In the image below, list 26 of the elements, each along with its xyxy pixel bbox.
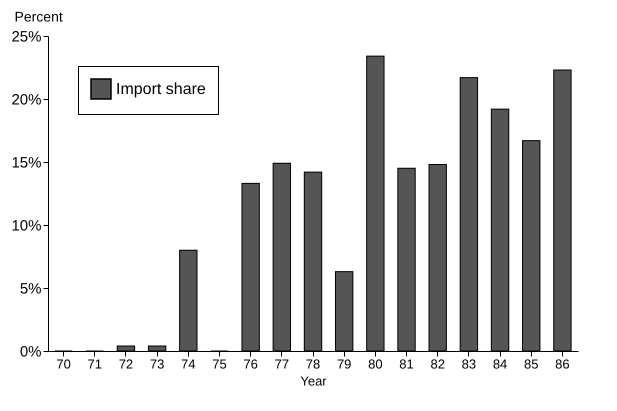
y-tick-label: 10% [11,218,42,234]
x-tick-label: 71 [88,356,102,372]
x-tick-label: 82 [430,356,445,372]
y-tick-label: 25% [11,28,42,46]
x-tick-label: 84 [492,356,508,372]
x-tick-label: 75 [212,356,227,372]
x-tick-label: 78 [306,356,320,372]
x-tick-label: 79 [336,356,352,372]
y-axis-title: Percent [14,8,63,24]
x-tick-label: 74 [181,356,196,372]
x-tick-label: 85 [524,356,538,372]
x-tick-label: 83 [462,356,476,372]
x-tick-label: 86 [555,356,570,372]
x-axis-title: Year [300,374,328,388]
x-tick-label: 72 [118,356,134,372]
y-tick-label: 0% [20,344,42,360]
y-tick-label: 15% [11,154,42,172]
legend-label: Import share [116,81,206,98]
x-tick-label: 70 [56,356,71,372]
y-tick-label: 20% [11,92,42,108]
x-tick-label: 76 [243,356,258,372]
y-tick-label: 5% [20,280,42,298]
x-tick-label: 81 [399,356,414,372]
x-tick-label: 73 [150,356,164,372]
x-tick-label: 77 [274,356,290,372]
x-tick-label: 80 [368,356,383,372]
